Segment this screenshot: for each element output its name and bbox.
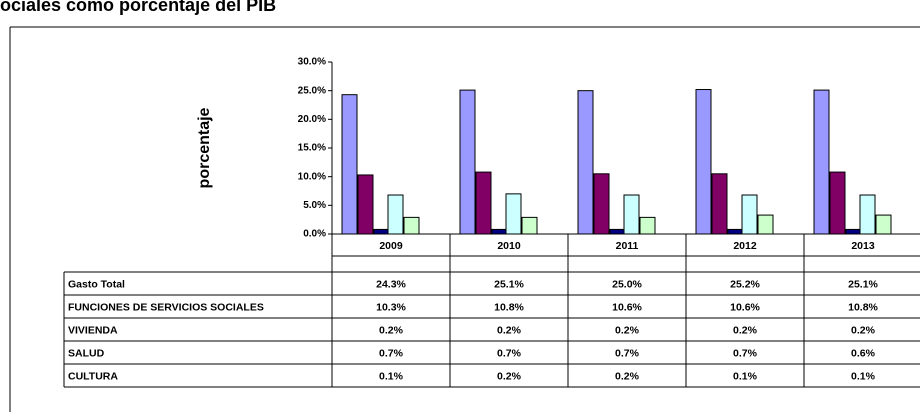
- table-cell: 0.7%: [733, 347, 758, 359]
- bar: [727, 228, 744, 235]
- x-tick-label: 2010: [497, 240, 521, 252]
- table-cell: 0.1%: [733, 370, 758, 382]
- table-cell: 0.2%: [733, 324, 758, 336]
- bar: [577, 90, 594, 235]
- bar: [403, 216, 420, 235]
- table-cell: 24.3%: [376, 278, 406, 290]
- y-tick-label: 0.0%: [303, 229, 326, 240]
- row-label: Gasto Total: [68, 278, 125, 290]
- row-label: VIVIENDA: [68, 324, 118, 336]
- y-axis-label: porcentaje: [196, 107, 213, 188]
- bar: [639, 216, 656, 235]
- table-cell: 25.2%: [730, 278, 760, 290]
- y-tick-label: 15.0%: [298, 143, 326, 154]
- y-tick-label: 5.0%: [303, 200, 326, 211]
- bar: [491, 228, 508, 235]
- x-tick-label: 2009: [379, 240, 403, 252]
- table-cell: 0.7%: [497, 347, 522, 359]
- bar: [475, 171, 492, 235]
- table-cell: 10.8%: [848, 301, 878, 313]
- bar: [521, 216, 538, 235]
- y-tick-label: 10.0%: [298, 171, 326, 182]
- bar: [859, 194, 876, 235]
- bar: [373, 228, 390, 235]
- chart-title: ociales como porcentaje del PIB: [0, 0, 276, 15]
- table-cell: 10.6%: [612, 301, 642, 313]
- table-cell: 0.1%: [379, 370, 404, 382]
- bar: [875, 214, 892, 235]
- bar: [341, 94, 358, 235]
- table-cell: 0.6%: [851, 347, 876, 359]
- bar: [845, 228, 862, 235]
- x-tick-label: 2013: [851, 240, 875, 252]
- bar: [387, 194, 404, 235]
- table-cell: 0.2%: [497, 324, 522, 336]
- bar: [813, 89, 830, 235]
- bar: [741, 194, 758, 235]
- table-cell: 0.2%: [379, 324, 404, 336]
- bar: [695, 89, 712, 235]
- table-cell: 25.0%: [612, 278, 642, 290]
- table-cell: 10.8%: [494, 301, 524, 313]
- table-cell: 0.2%: [615, 370, 640, 382]
- bar: [459, 89, 476, 235]
- table-cell: 0.2%: [497, 370, 522, 382]
- x-tick-label: 2012: [733, 240, 757, 252]
- bar: [357, 174, 374, 235]
- table-cell: 25.1%: [494, 278, 524, 290]
- y-tick-label: 30.0%: [298, 57, 326, 68]
- table-cell: 0.1%: [851, 370, 876, 382]
- table-cell: 0.2%: [851, 324, 876, 336]
- table-cell: 25.1%: [848, 278, 878, 290]
- bar: [711, 173, 728, 235]
- row-label: CULTURA: [68, 370, 118, 382]
- table-cell: 10.3%: [376, 301, 406, 313]
- row-label: FUNCIONES DE SERVICIOS SOCIALES: [68, 301, 264, 313]
- y-tick-label: 25.0%: [298, 85, 326, 96]
- table-cell: 0.7%: [379, 347, 404, 359]
- bar: [505, 193, 522, 235]
- bar: [623, 194, 640, 235]
- bar: [757, 214, 774, 235]
- bar: [829, 171, 846, 235]
- bar: [609, 228, 626, 235]
- x-tick-label: 2011: [616, 240, 639, 252]
- table-cell: 0.7%: [615, 347, 640, 359]
- table-cell: 0.2%: [615, 324, 640, 336]
- y-tick-label: 20.0%: [298, 114, 326, 125]
- row-label: SALUD: [68, 347, 105, 359]
- bar: [593, 173, 610, 235]
- table-cell: 10.6%: [730, 301, 760, 313]
